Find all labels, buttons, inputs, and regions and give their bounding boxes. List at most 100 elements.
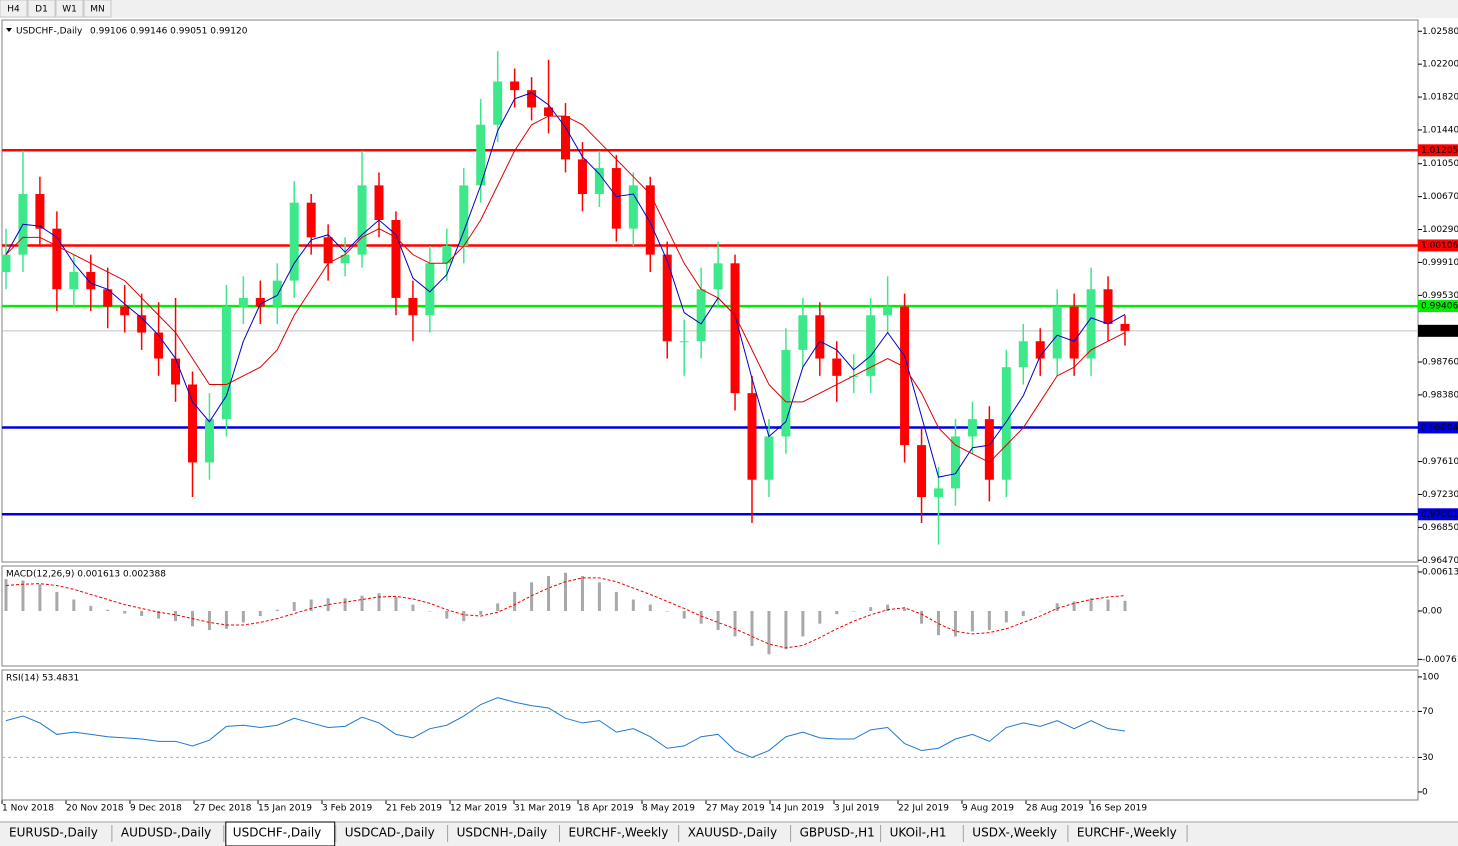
candle-body xyxy=(1069,306,1079,359)
symbol-tab[interactable] xyxy=(792,824,880,844)
tab tab-label[interactable]: EURUSD-,Daily xyxy=(9,826,98,840)
macd-bar xyxy=(309,599,313,611)
candle-body xyxy=(493,81,503,125)
candle-body xyxy=(544,107,554,117)
candle-body xyxy=(408,297,418,316)
symbol-tab[interactable] xyxy=(882,824,963,844)
timeframe-button[interactable] xyxy=(55,0,84,18)
macd-bar xyxy=(360,595,364,611)
macd-bar xyxy=(665,610,669,612)
candle-body xyxy=(967,419,977,437)
x-tick-label: 9 Aug 2019 xyxy=(962,804,1014,814)
candle-body xyxy=(120,306,130,316)
symbol-tab[interactable] xyxy=(680,824,790,844)
macd-bar xyxy=(869,607,873,611)
timeframe-button[interactable] xyxy=(83,0,112,18)
timeframe-button[interactable] xyxy=(27,0,56,18)
panel-frame xyxy=(1,19,1419,563)
macd-bar xyxy=(55,591,59,611)
macd-bar xyxy=(767,610,771,655)
macd-bar xyxy=(937,610,940,636)
tab tab-label[interactable]: USDX-,Weekly xyxy=(972,826,1057,840)
candle-body xyxy=(577,159,587,195)
tab tab-label[interactable]: GBPUSD-,H1 xyxy=(800,826,875,840)
level-label: 0.99406 xyxy=(1421,302,1458,312)
timeframe-label[interactable]: MN xyxy=(90,5,105,15)
candle-body xyxy=(103,289,113,307)
level-tag xyxy=(1418,239,1458,252)
y-tick-label: 1.02580 xyxy=(1422,27,1458,37)
timeframe-label[interactable]: H4 xyxy=(7,5,20,15)
tab tab-label[interactable]: USDCAD-,Daily xyxy=(345,826,435,840)
candle-body xyxy=(984,419,994,480)
timeframe-button[interactable] xyxy=(0,0,28,18)
tab tab-label[interactable]: EURCHF-,Weekly xyxy=(569,826,669,840)
y-tick-label: 100 xyxy=(1422,672,1439,682)
y-tick-label: 0.00 xyxy=(1422,606,1442,616)
symbol-tab[interactable] xyxy=(113,824,223,844)
macd-bar xyxy=(1089,598,1093,611)
macd-bar xyxy=(648,604,652,611)
macd-bar xyxy=(547,575,551,611)
level-label: 0.97001 xyxy=(1421,510,1458,520)
macd-bar xyxy=(1123,600,1127,611)
candle-body xyxy=(747,393,757,480)
macd-bar xyxy=(157,610,161,619)
candle-body xyxy=(154,332,164,359)
candle-body xyxy=(1018,341,1028,368)
symbol-tab[interactable] xyxy=(2,824,111,844)
candle-body xyxy=(934,488,943,498)
candle-body xyxy=(510,81,520,91)
macd-bar xyxy=(411,604,415,611)
candle-body xyxy=(459,185,469,246)
x-tick-label: 31 Mar 2019 xyxy=(514,804,571,814)
timeframe-label[interactable]: D1 xyxy=(35,5,48,15)
macd-bar xyxy=(631,599,635,611)
macd-bar xyxy=(1055,603,1059,611)
macd-bar xyxy=(21,580,25,611)
level-tag xyxy=(1418,421,1458,434)
tab tab-label[interactable]: UKOil-,H1 xyxy=(890,826,947,840)
candle-body xyxy=(917,445,927,498)
macd-bar xyxy=(970,610,974,632)
tab tab-label[interactable]: USDCHF-,Daily xyxy=(233,826,321,840)
macd-bar xyxy=(123,610,127,614)
tab tab-label[interactable]: EURCHF-,Weekly xyxy=(1077,826,1177,840)
symbol-tab[interactable] xyxy=(965,824,1067,844)
x-tick-label: 16 Sep 2019 xyxy=(1090,804,1147,814)
symbol-tab[interactable] xyxy=(1069,824,1187,844)
y-tick-label: 0.96470 xyxy=(1422,556,1458,566)
macd-bar xyxy=(784,610,788,650)
candle-body xyxy=(137,315,147,333)
candle-body xyxy=(374,185,384,221)
macd-bar xyxy=(530,582,534,611)
macd-bar xyxy=(241,610,245,623)
macd-bar xyxy=(258,610,262,617)
x-tick-label: 21 Feb 2019 xyxy=(386,804,442,814)
x-tick-label: 28 Aug 2019 xyxy=(1026,804,1084,814)
candle-body xyxy=(1086,289,1096,359)
timeframe-label[interactable]: W1 xyxy=(62,5,77,15)
symbol-tab[interactable] xyxy=(225,821,336,846)
candle-body xyxy=(52,228,62,290)
macd-bar xyxy=(987,610,991,631)
candle-body xyxy=(713,263,723,290)
candle-body xyxy=(1052,306,1062,359)
symbol-tab[interactable] xyxy=(561,824,678,844)
macd-bar xyxy=(207,610,211,631)
y-tick-label: 0.99910 xyxy=(1422,258,1458,268)
title-arrow xyxy=(6,28,12,32)
macd-bar xyxy=(275,609,279,611)
candle-body xyxy=(188,384,197,463)
tab tab-label[interactable]: AUDUSD-,Daily xyxy=(121,826,211,840)
symbol-tab[interactable] xyxy=(449,824,559,844)
candle-body xyxy=(662,254,672,342)
symbol-tab[interactable] xyxy=(337,824,447,844)
tab tab-label[interactable]: XAUUSD-,Daily xyxy=(688,826,777,840)
y-tick-label: 0.97610 xyxy=(1422,457,1458,467)
x-tick-label: 20 Nov 2018 xyxy=(66,804,124,814)
toolbar xyxy=(0,0,1458,18)
macd-bar xyxy=(174,610,178,622)
tab tab-label[interactable]: USDCNH-,Daily xyxy=(457,826,548,840)
